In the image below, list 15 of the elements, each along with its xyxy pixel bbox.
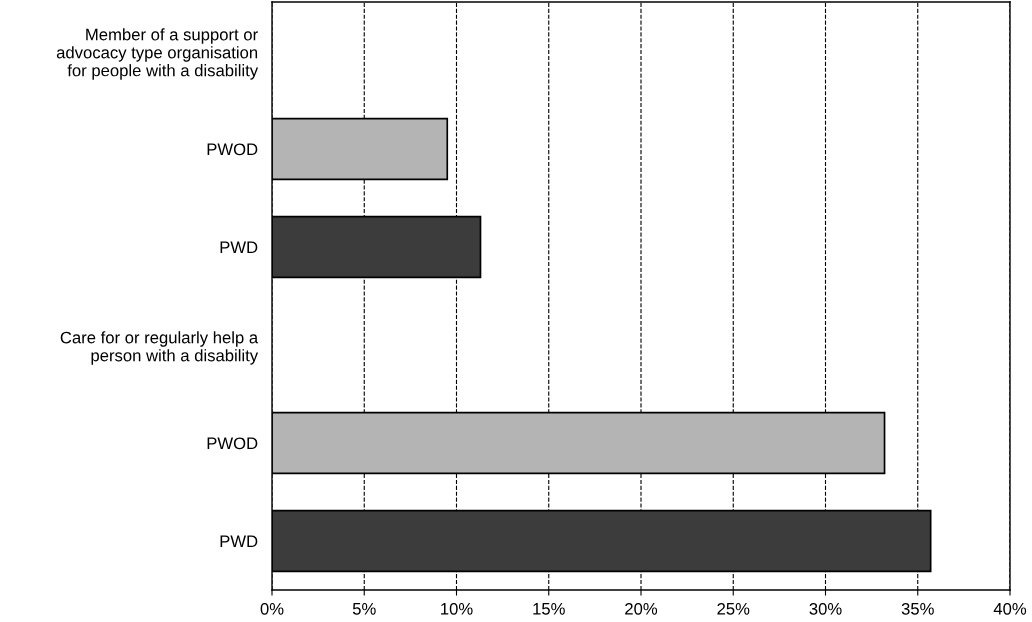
- x-tick-label: 5%: [352, 603, 376, 615]
- x-tick-label: 10%: [441, 602, 473, 615]
- x-tick-label: 25%: [717, 602, 750, 615]
- x-tick-label: 40%: [993, 602, 1027, 615]
- x-tick-label: 30%: [809, 602, 842, 615]
- x-tick-label: 0%: [260, 602, 284, 615]
- y-tick-label: PWD: [220, 535, 258, 548]
- y-tick-label: PWOD: [207, 437, 258, 450]
- y-tick-label: Member of a support or advocacy type organisation for people with a disability: [56, 28, 259, 80]
- x-tick-label: 15%: [533, 603, 565, 615]
- x-tick-label: 20%: [625, 602, 658, 615]
- y-tick-label: PWD: [220, 241, 258, 254]
- y-tick-label: Care for or regularly help a person with a disability: [60, 331, 259, 365]
- y-tick-label: PWOD: [207, 143, 258, 156]
- x-tick-label: 35%: [901, 602, 934, 615]
